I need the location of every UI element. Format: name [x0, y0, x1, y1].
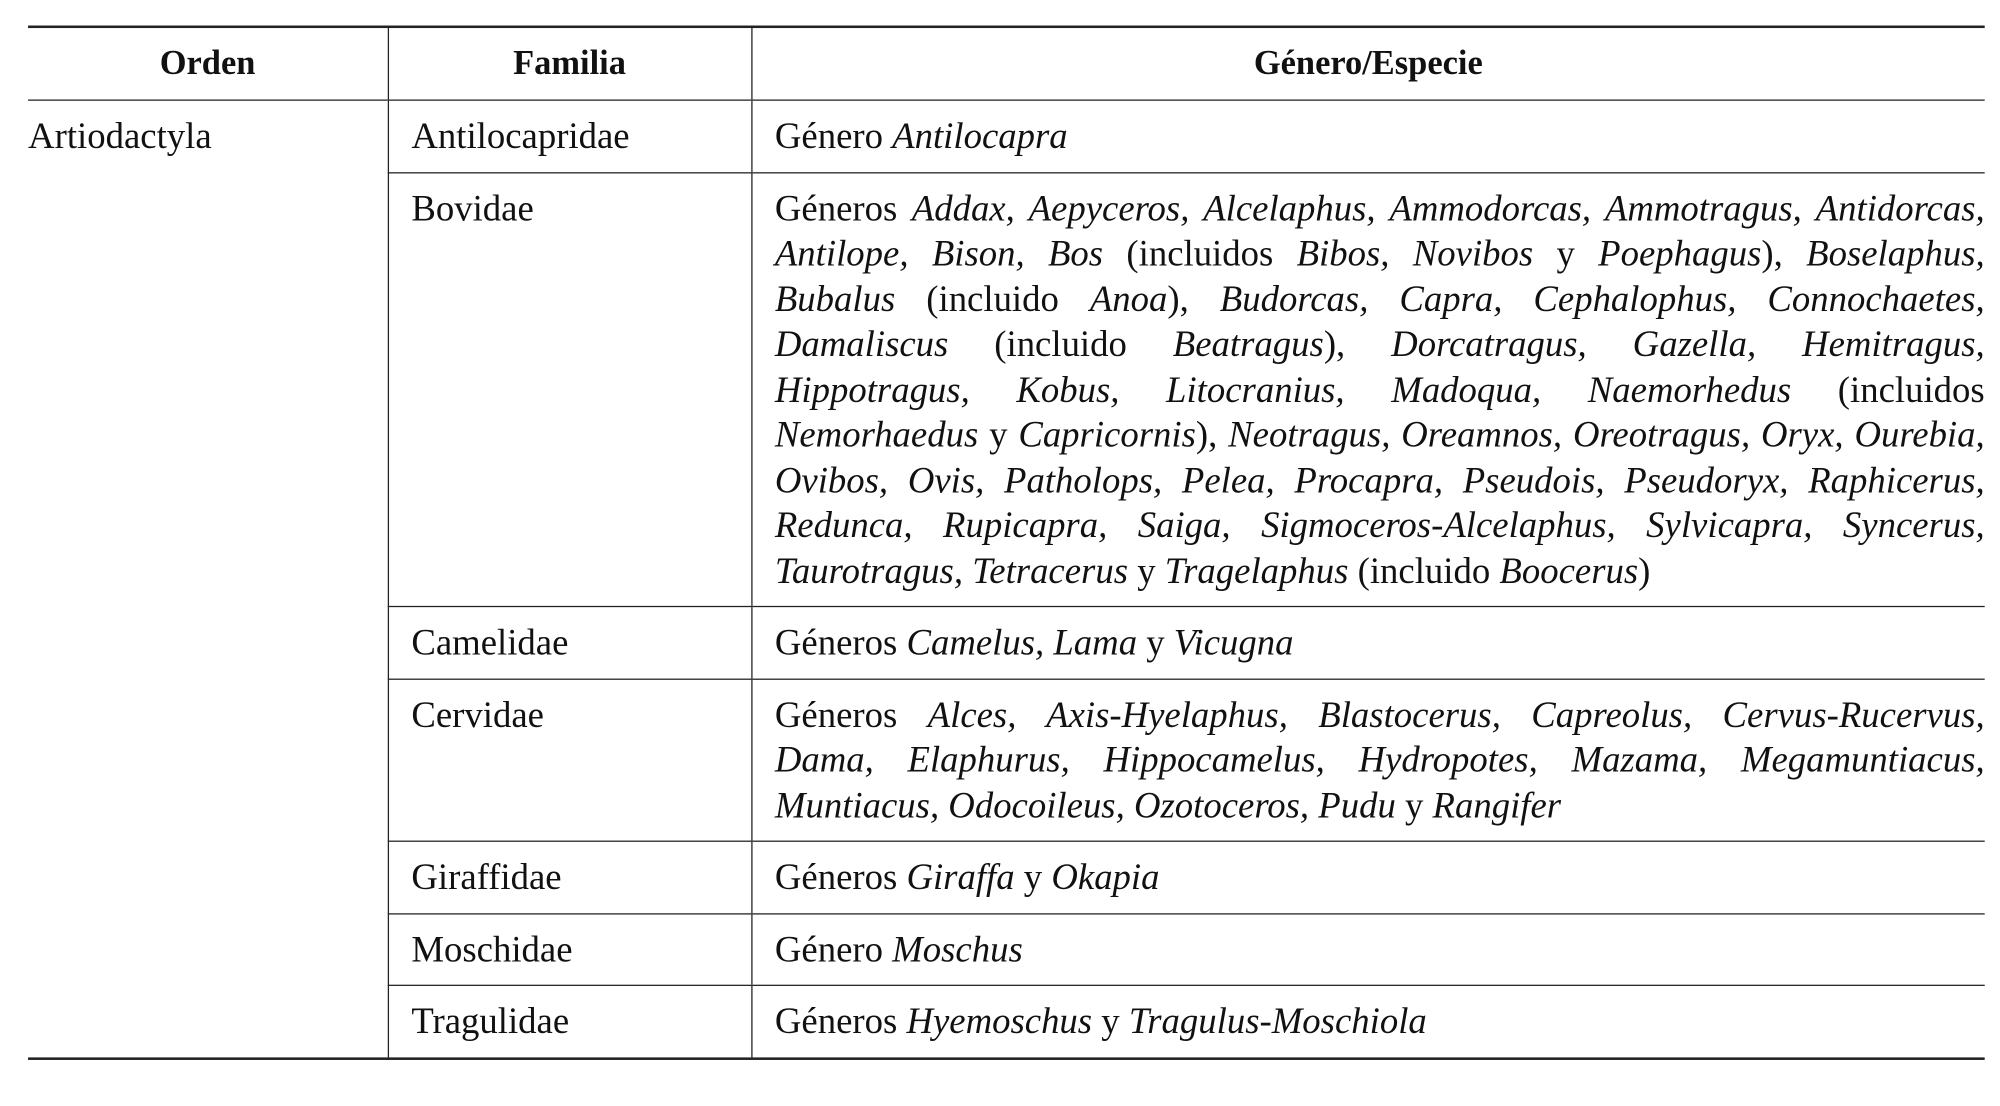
table-row: Bovidae Géneros Addax, Aepyceros, Alcelap… — [28, 172, 1985, 608]
text-segment: Géneros — [774, 1001, 907, 1043]
text-segment: (incluido — [948, 323, 1173, 365]
header-row: Orden Familia Género/Especie — [28, 26, 1985, 101]
text-segment: y — [1395, 785, 1433, 826]
genus-name: Addax, Aepyceros, Alcelaphus, Ammodorcas… — [774, 188, 1985, 275]
text-segment: y — [1128, 550, 1165, 592]
text-segment: ), — [1323, 323, 1392, 365]
table-row: Artiodactyla Antilocapridae Género Antiloc… — [28, 100, 1985, 173]
genus-name: Tragelaphus — [1164, 550, 1349, 592]
table-row: Camelidae Géneros Camelus, Lama y Vicugna — [28, 606, 1985, 680]
genus-name: Tragulus-Moschiola — [1128, 1001, 1427, 1043]
cell-genero-especie: Géneros Camelus, Lama y Vicugna — [750, 606, 1985, 680]
genus-name: Capricornis — [1018, 414, 1196, 456]
genus-name: Budorcas, Capra, Cephalophus, Connochaet… — [774, 278, 1985, 365]
cell-genero-especie: Género Antilocapra — [750, 100, 1985, 173]
genus-name: Neotragus, Oreamnos, Oreotragus, Oryx, O… — [774, 414, 1985, 592]
genus-name: Dorcatragus, Gazella, Hemitragus, Hippot… — [774, 323, 1985, 411]
cell-familia: Tragulidae — [387, 985, 752, 1059]
genus-name: Anoa — [1089, 278, 1168, 320]
cell-genero-especie: Géneros Hyemoschus y Tragulus-Moschiola — [750, 985, 1985, 1059]
text-segment: (incluidos — [1791, 369, 1985, 411]
genus-name: Giraffa — [906, 857, 1015, 898]
table-header: Orden Familia Género/Especie — [28, 26, 1985, 101]
genus-name: Vicugna — [1173, 622, 1294, 664]
cell-familia: Antilocapridae — [387, 100, 752, 173]
table-row: Tragulidae Géneros Hyemoschus y Tragulus-… — [28, 985, 1985, 1059]
text-segment: ), — [1167, 278, 1220, 320]
taxonomy-table: Orden Familia Género/Especie Artiodactyl… — [28, 26, 1985, 1060]
cell-genero-especie: Géneros Alces, Axis-Hyelaphus, Blastocer… — [750, 678, 1985, 842]
cell-genero-especie: Géneros Addax, Aepyceros, Alcelaphus, Am… — [750, 172, 1985, 608]
cell-familia: Camelidae — [387, 606, 752, 680]
text-segment: y — [1533, 233, 1599, 275]
genus-name: Nemorhaedus — [774, 414, 979, 456]
table-body: Artiodactyla Antilocapridae Género Antiloc… — [28, 100, 1985, 1059]
genus-name: Camelus, Lama — [906, 622, 1138, 664]
cell-familia: Cervidae — [387, 678, 752, 842]
table-row: Moschidae Género Moschus — [28, 913, 1985, 986]
text-segment: Género — [774, 929, 893, 971]
text-segment: (incluidos — [1103, 233, 1297, 275]
table-row: Giraffidae Géneros Giraffa y Okapia — [28, 841, 1985, 914]
genus-name: Antilocapra — [892, 116, 1068, 157]
genus-name: Okapia — [1051, 857, 1160, 898]
text-segment: y — [1092, 1001, 1129, 1043]
text-segment: ), — [1195, 414, 1229, 456]
header-familia: Familia — [387, 26, 752, 101]
table-row: Cervidae Géneros Alces, Axis-Hyelaphus, B… — [28, 678, 1985, 842]
cell-familia: Giraffidae — [387, 841, 752, 914]
text-segment: (incluido — [1348, 550, 1500, 592]
cell-genero-especie: Géneros Giraffa y Okapia — [750, 841, 1985, 914]
text-segment: Géneros — [774, 694, 928, 736]
genus-name: Alces, Axis-Hyelaphus, Blastocerus, Capr… — [774, 694, 1985, 826]
text-segment: (incluido — [895, 278, 1090, 320]
text-segment: y — [1014, 857, 1052, 898]
text-segment: ) — [1638, 550, 1651, 592]
text-segment: Géneros — [774, 622, 907, 664]
cell-familia: Bovidae — [387, 172, 752, 608]
cell-orden: Artiodactyla — [28, 116, 212, 157]
text-segment: ), — [1761, 233, 1807, 275]
text-segment: y — [978, 414, 1019, 456]
genus-name: Rangifer — [1432, 785, 1562, 826]
genus-name: Beatragus — [1172, 323, 1324, 365]
header-genero-especie: Género/Especie — [750, 26, 1985, 101]
genus-name: Boselaphus, Bubalus — [774, 233, 1985, 320]
cell-familia: Moschidae — [387, 913, 752, 986]
genus-name: Moschus — [892, 929, 1023, 971]
genus-name: Hyemoschus — [906, 1001, 1093, 1043]
genus-name: Bibos, Novibos — [1296, 233, 1534, 275]
text-segment: Género — [774, 116, 893, 157]
text-segment: Géneros — [774, 188, 912, 229]
header-orden: Orden — [159, 43, 256, 82]
cell-genero-especie: Género Moschus — [750, 913, 1985, 986]
text-segment: Géneros — [774, 857, 907, 898]
genus-name: Boocerus — [1499, 550, 1639, 592]
text-segment: y — [1137, 622, 1174, 664]
genus-name: Poephagus — [1598, 233, 1762, 275]
